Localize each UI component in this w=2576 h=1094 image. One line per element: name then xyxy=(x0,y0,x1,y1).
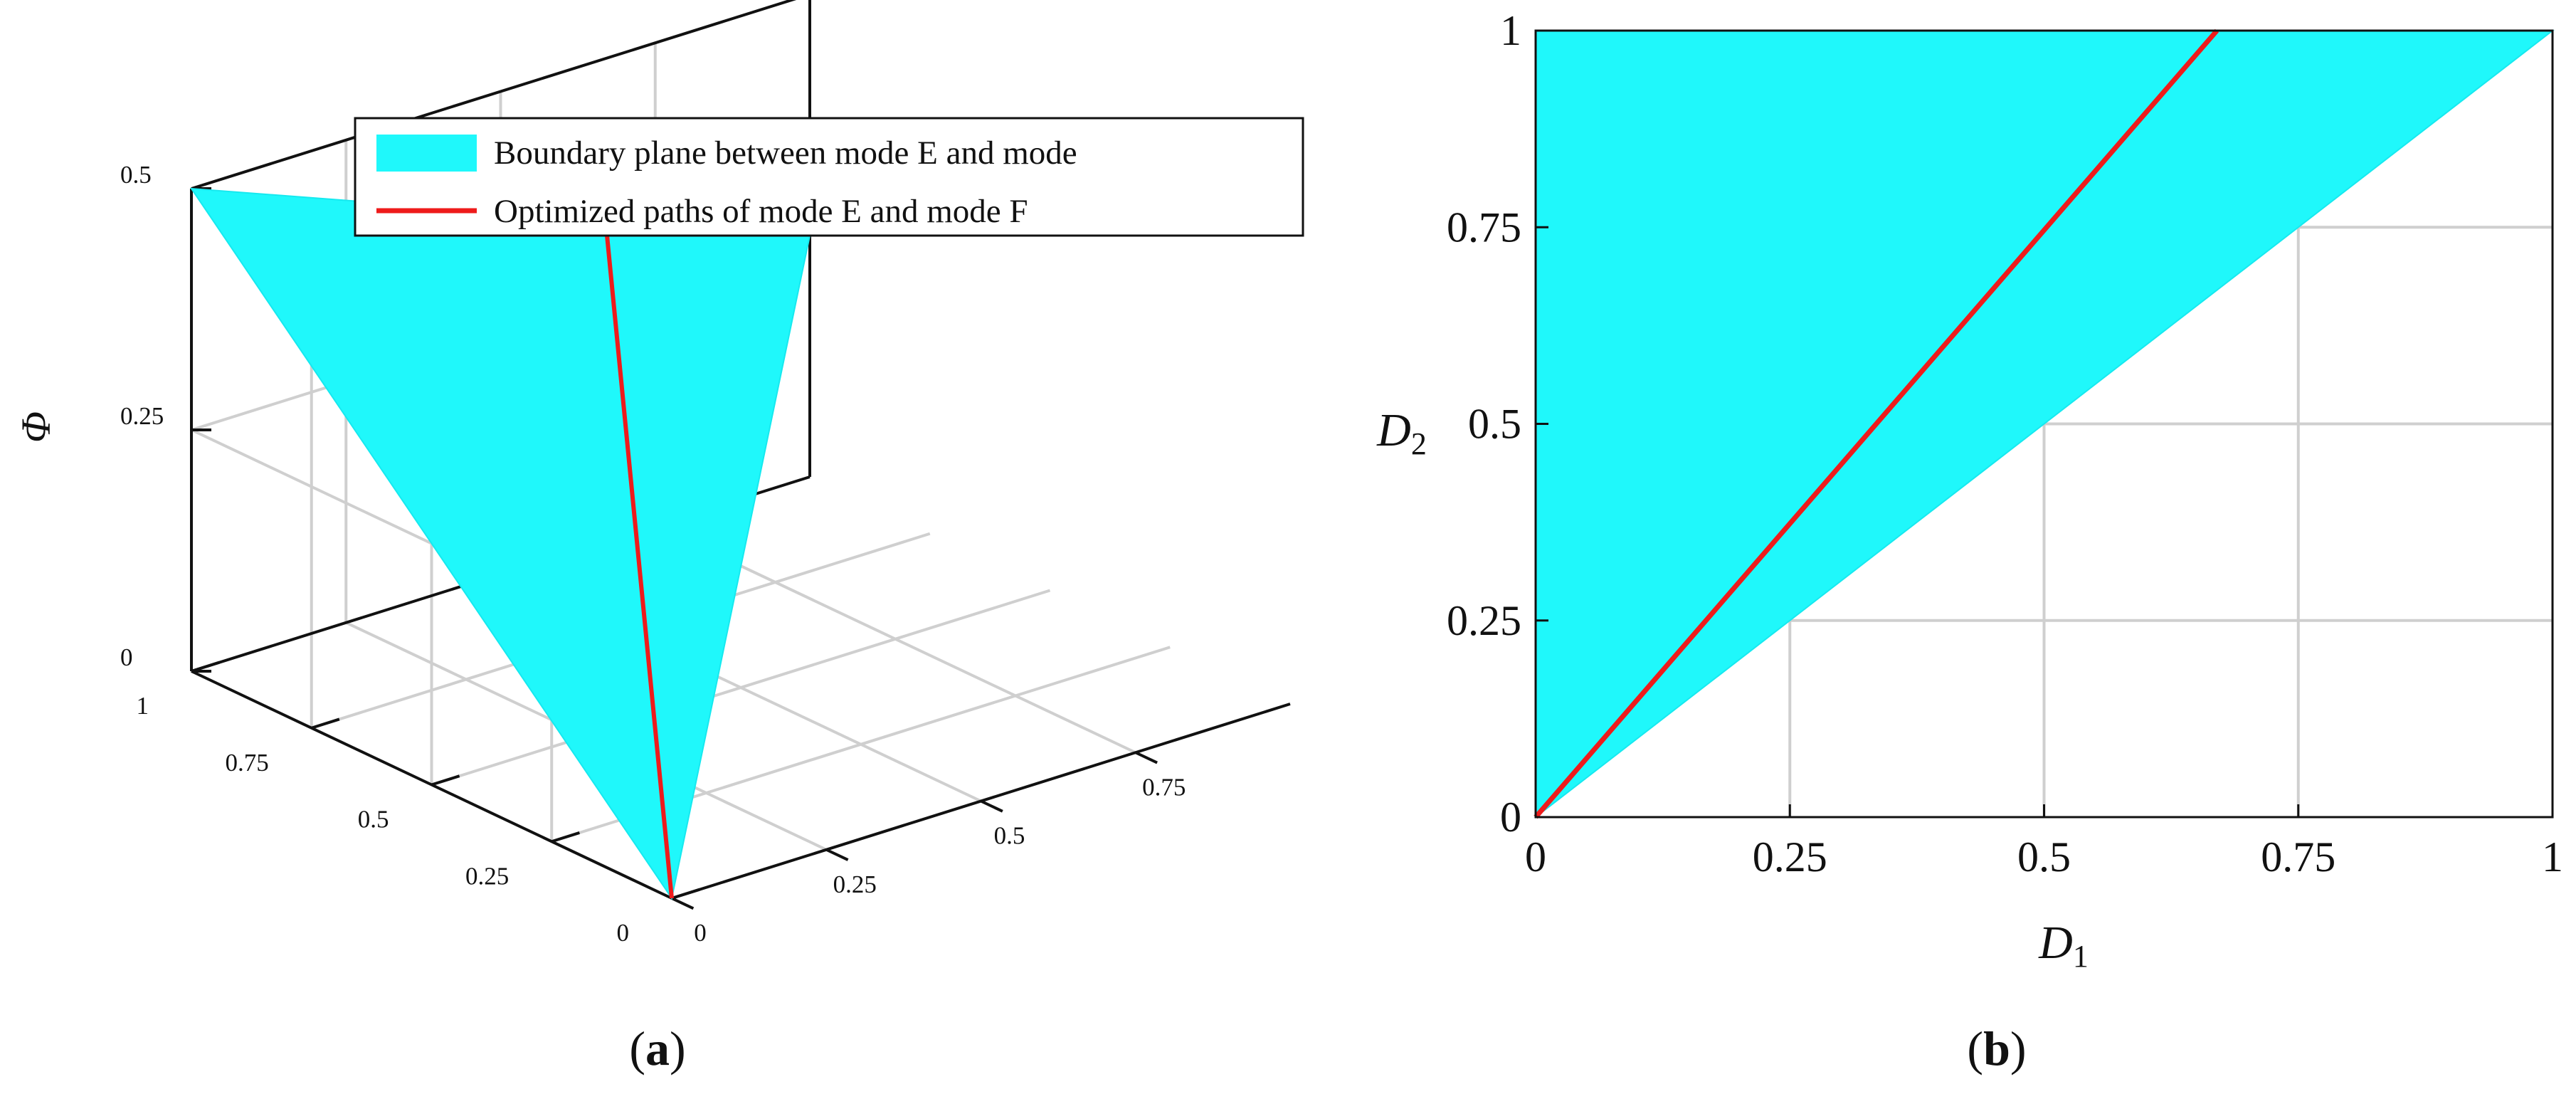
y-tick-label: 0.5 xyxy=(1468,401,1521,448)
caption-b-close: ) xyxy=(2010,1021,2027,1075)
legend-entry-path: Optimized paths of mode E and mode F xyxy=(494,193,1028,230)
x-tick-label: 0.75 xyxy=(1142,773,1186,801)
x-tick-label: 0.25 xyxy=(1753,833,1827,880)
y-tick-label: 0.5 xyxy=(358,806,389,833)
y-tick-label: 0.75 xyxy=(1447,204,1521,251)
x-axis-label-sub: 1 xyxy=(2073,939,2089,974)
y-axis-label: D2 xyxy=(1376,404,1427,461)
y-axis-label-sub: 2 xyxy=(1411,426,1427,461)
y-tick-label: 0.25 xyxy=(1447,597,1521,644)
legend-entry-plane: Boundary plane between mode E and mode xyxy=(494,135,1077,172)
y-axis-tick xyxy=(311,717,340,730)
z-tick-label: 0.5 xyxy=(120,161,152,189)
y-axis-tick xyxy=(431,774,460,787)
z-tick-label: 0 xyxy=(120,643,133,671)
x-tick-label: 0.5 xyxy=(994,822,1025,850)
x-tick-label: 0.5 xyxy=(2017,833,2071,880)
x-axis-tick xyxy=(1134,751,1158,764)
y-axis-tick xyxy=(191,661,220,673)
x-tick-label: 0 xyxy=(1525,833,1546,880)
y-axis-tick xyxy=(671,888,700,900)
y-tick-label: 1 xyxy=(1500,7,1521,54)
x-tick-label: 0.75 xyxy=(2261,833,2335,880)
caption-a-letter: a xyxy=(645,1021,670,1075)
caption-b-open: ( xyxy=(1967,1021,1983,1075)
y-axis-label-base: D xyxy=(1376,404,1411,456)
x-axis-label-base: D xyxy=(2038,917,2073,969)
z-tick-label: 0.25 xyxy=(120,402,164,430)
x-axis-tick xyxy=(671,897,695,910)
y-tick-label: 0 xyxy=(617,919,630,947)
boundary-plane-surface xyxy=(190,187,811,900)
caption-b-letter: b xyxy=(1983,1021,2010,1075)
legend-box xyxy=(354,117,1304,237)
legend-patch-symbol xyxy=(376,135,477,172)
x-tick-label: 0.25 xyxy=(833,871,877,898)
x-axis-tick xyxy=(980,799,1003,813)
legend: Boundary plane between mode E and mode O… xyxy=(354,117,1304,237)
x-tick-label: 1 xyxy=(2542,833,2563,880)
optimized-path-line-2d xyxy=(1534,28,2219,819)
caption-a-open: ( xyxy=(629,1021,645,1075)
floor-gridline-y xyxy=(431,589,1051,787)
y-tick-label: 0.75 xyxy=(226,749,269,777)
y-tick-label: 0.25 xyxy=(465,862,509,890)
x-tick-label: 0 xyxy=(694,919,707,947)
caption-a: (a) xyxy=(629,1021,685,1075)
x-axis-label: D1 xyxy=(2038,917,2089,974)
y-tick-label: 0 xyxy=(1500,794,1521,841)
x-axis-tick xyxy=(825,848,849,861)
y-tick-label: 1 xyxy=(137,692,149,720)
box-edge xyxy=(191,0,797,190)
caption-b: (b) xyxy=(1967,1021,2026,1075)
optimized-path-line-3d xyxy=(603,222,674,899)
y-axis-tick xyxy=(551,831,580,843)
panel-b-tick-marks xyxy=(1534,29,2554,819)
caption-a-close: ) xyxy=(670,1021,686,1075)
panel-b-tick-labels: 00 0.25 0.25 0.5 0.5 0.75 0.75 1 1 xyxy=(1447,7,2563,880)
z-axis-label: Φ xyxy=(13,411,59,443)
